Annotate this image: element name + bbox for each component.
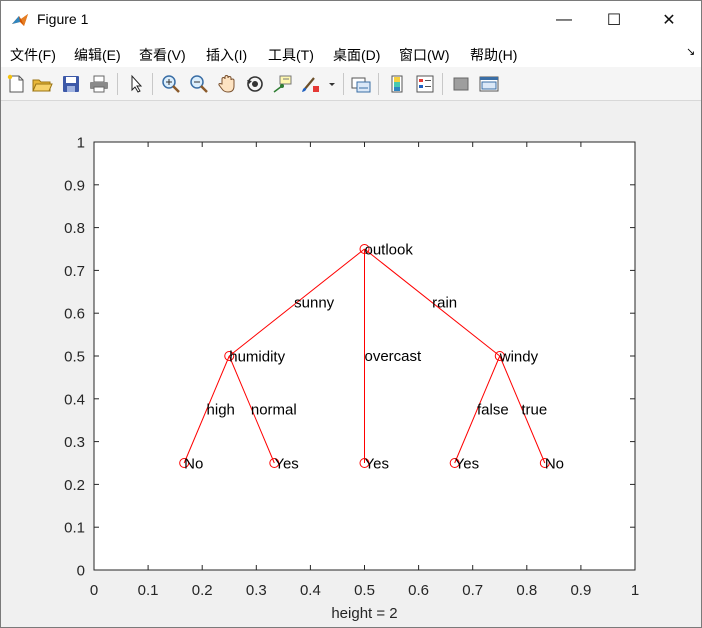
- pan-hand-icon[interactable]: [216, 74, 238, 94]
- open-file-icon[interactable]: [31, 74, 53, 94]
- y-tick-label: 0.1: [64, 520, 85, 537]
- print-icon[interactable]: [88, 74, 110, 94]
- x-tick-label: 1: [631, 582, 639, 599]
- close-icon: ✕: [662, 12, 676, 29]
- window-title: Figure 1: [37, 11, 89, 27]
- node-label: outlook: [365, 242, 414, 259]
- y-tick-label: 0.9: [64, 177, 85, 194]
- brush-icon[interactable]: [300, 74, 322, 94]
- title-bar: Figure 1 — ☐ ✕: [1, 1, 701, 39]
- toolbar-separator: [117, 73, 118, 95]
- node-label: humidity: [229, 349, 285, 366]
- x-tick-label: 0: [90, 582, 98, 599]
- hide-plot-tools-icon[interactable]: [450, 74, 472, 94]
- edge-label: overcast: [365, 348, 423, 365]
- y-tick-label: 0.5: [64, 349, 85, 366]
- data-cursor-icon[interactable]: [272, 74, 294, 94]
- toolbar-separator: [152, 73, 153, 95]
- edge-label: true: [521, 402, 547, 419]
- close-button[interactable]: ✕: [646, 1, 692, 39]
- y-tick-label: 0.2: [64, 477, 85, 494]
- figure-toolbar: [1, 67, 701, 101]
- node-label: Yes: [455, 456, 479, 473]
- x-tick-label: 0.9: [570, 582, 591, 599]
- node-label: No: [545, 456, 564, 473]
- x-axis-label: height = 2: [331, 605, 397, 622]
- maximize-icon: ☐: [606, 12, 622, 29]
- menu-bar: 文件(F) 编辑(E) 查看(V) 插入(I) 工具(T) 桌面(D) 窗口(W…: [1, 39, 701, 67]
- maximize-button[interactable]: ☐: [591, 1, 637, 39]
- show-plot-tools-icon[interactable]: [478, 74, 500, 94]
- tree-edge: [454, 355, 501, 464]
- tree-node-marker: [269, 458, 280, 468]
- tree-node-marker: [179, 458, 190, 468]
- rotate-3d-icon[interactable]: [244, 74, 266, 94]
- y-tick-label: 0.8: [64, 220, 85, 237]
- legend-icon[interactable]: [414, 74, 436, 94]
- tree-node-marker: [494, 351, 505, 361]
- x-tick-label: 0.4: [300, 582, 321, 599]
- edge-label: normal: [251, 402, 297, 419]
- x-tick-label: 0.8: [516, 582, 537, 599]
- tree-node-marker: [224, 351, 235, 361]
- y-tick-label: 0.3: [64, 434, 85, 451]
- tree-edge: [499, 355, 546, 464]
- menu-overflow-arrow-icon[interactable]: ↘: [686, 46, 696, 58]
- tree-edge: [228, 355, 275, 464]
- node-label: No: [184, 456, 203, 473]
- node-label: windy: [499, 349, 539, 366]
- matlab-logo-icon: [11, 11, 29, 29]
- y-tick-label: 1: [77, 135, 85, 152]
- y-tick-label: 0.6: [64, 306, 85, 323]
- zoom-in-icon[interactable]: [160, 74, 182, 94]
- x-tick-label: 0.6: [408, 582, 429, 599]
- zoom-out-icon[interactable]: [188, 74, 210, 94]
- tree-node-marker: [359, 458, 370, 468]
- save-icon[interactable]: [60, 74, 82, 94]
- node-label: Yes: [274, 456, 298, 473]
- edge-label: rain: [432, 295, 457, 312]
- menu-help[interactable]: 帮助(H): [470, 47, 518, 63]
- menu-file[interactable]: 文件(F): [10, 47, 56, 63]
- menu-desktop[interactable]: 桌面(D): [333, 47, 381, 63]
- colorbar-icon[interactable]: [386, 74, 408, 94]
- tree-edge: [228, 248, 365, 357]
- menu-tools[interactable]: 工具(T): [268, 47, 314, 63]
- edge-label: sunny: [294, 295, 335, 312]
- tree-node-marker: [359, 244, 370, 254]
- brush-dropdown-icon[interactable]: [326, 74, 338, 94]
- edge-label: high: [207, 402, 235, 419]
- y-tick-label: 0.4: [64, 391, 85, 408]
- figure-canvas: sunny overcast rain high normal false true out…: [1, 102, 701, 627]
- link-plot-icon[interactable]: [350, 74, 372, 94]
- menu-insert[interactable]: 插入(I): [206, 47, 248, 63]
- tree-edge: [364, 248, 501, 357]
- toolbar-separator: [343, 73, 344, 95]
- tree-node-marker: [539, 458, 550, 468]
- minimize-icon: —: [556, 11, 572, 28]
- toolbar-separator: [378, 73, 379, 95]
- tree-node-marker: [449, 458, 460, 468]
- edit-plot-arrow-icon[interactable]: [125, 74, 147, 94]
- y-tick-label: 0.7: [64, 263, 85, 280]
- x-tick-label: 0.5: [354, 582, 375, 599]
- minimize-button[interactable]: —: [541, 1, 587, 39]
- x-tick-label: 0.1: [138, 582, 159, 599]
- x-tick-label: 0.7: [462, 582, 483, 599]
- edge-label: false: [477, 402, 509, 419]
- toolbar-separator: [442, 73, 443, 95]
- menu-view[interactable]: 查看(V): [139, 47, 186, 63]
- tree-edge: [183, 355, 230, 464]
- menu-edit[interactable]: 编辑(E): [74, 47, 121, 63]
- x-tick-label: 0.3: [246, 582, 267, 599]
- decision-tree-plot[interactable]: sunny overcast rain high normal false true out…: [1, 102, 701, 627]
- node-label: Yes: [365, 456, 389, 473]
- new-figure-icon[interactable]: [5, 74, 27, 94]
- y-tick-label: 0: [77, 563, 85, 580]
- x-tick-label: 0.2: [192, 582, 213, 599]
- menu-window[interactable]: 窗口(W): [399, 47, 450, 63]
